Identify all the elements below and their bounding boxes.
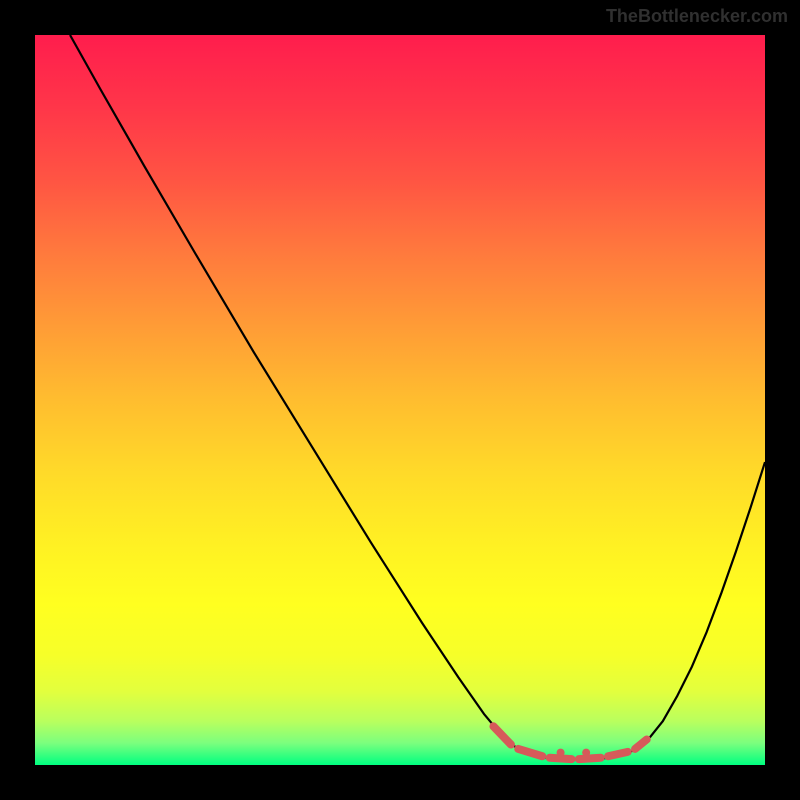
chart-plot-area (35, 35, 765, 765)
watermark-text: TheBottlenecker.com (606, 6, 788, 27)
bottleneck-curve (35, 35, 765, 765)
optimal-range-marker (493, 726, 646, 759)
